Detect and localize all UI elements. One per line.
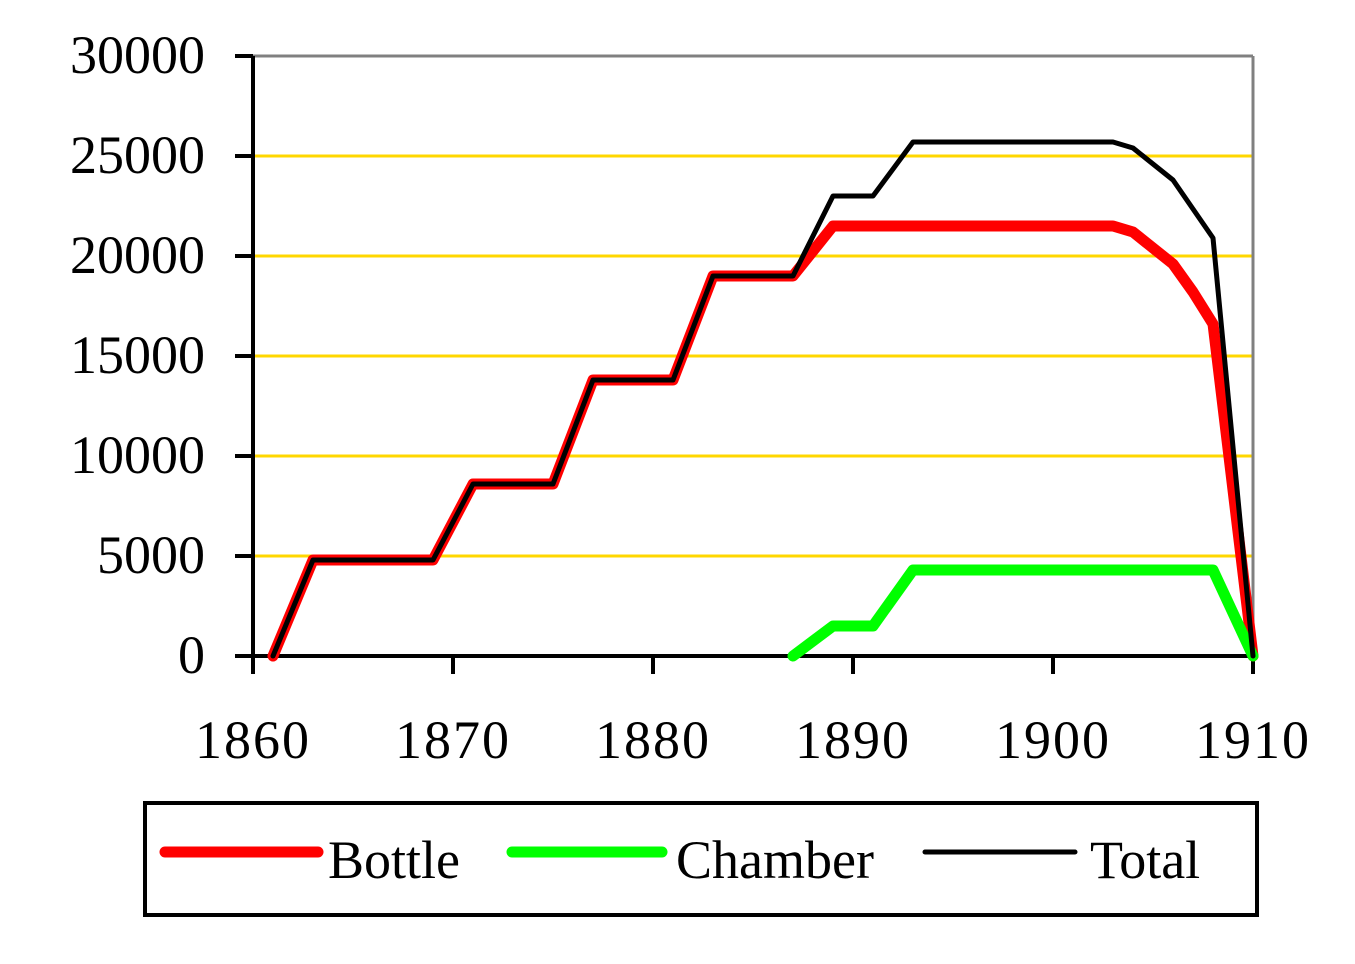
- series-lines: [267, 139, 1259, 662]
- legend: Bottle Chamber Total: [143, 801, 1259, 917]
- series-line-chamber: [787, 564, 1259, 662]
- legend-label-total: Total: [1090, 830, 1200, 890]
- series-line-bottle: [267, 220, 1259, 662]
- tick-labels: 0 5000 10000 15000 20000 25000 30000 1860 1870 18…: [70, 25, 1311, 770]
- y-tick-label-15000: 15000: [70, 325, 205, 385]
- x-tick-label-1910: 1910: [1195, 710, 1311, 770]
- y-tick-label-30000: 30000: [70, 25, 205, 85]
- y-tick-label-10000: 10000: [70, 425, 205, 485]
- y-tick-label-20000: 20000: [70, 225, 205, 285]
- y-tick-label-0: 0: [178, 625, 205, 685]
- x-tick-label-1900: 1900: [995, 710, 1111, 770]
- legend-box: [143, 801, 1259, 917]
- legend-label-chamber: Chamber: [676, 830, 874, 890]
- x-tick-label-1870: 1870: [395, 710, 511, 770]
- x-tick-label-1890: 1890: [795, 710, 911, 770]
- axes: [235, 54, 1255, 674]
- legend-label-bottle: Bottle: [328, 830, 460, 890]
- y-tick-label-5000: 5000: [97, 525, 205, 585]
- series-line-total: [270, 139, 1256, 659]
- gridlines: [253, 54, 1253, 558]
- y-tick-label-25000: 25000: [70, 125, 205, 185]
- x-tick-label-1860: 1860: [195, 710, 311, 770]
- x-tick-label-1880: 1880: [595, 710, 711, 770]
